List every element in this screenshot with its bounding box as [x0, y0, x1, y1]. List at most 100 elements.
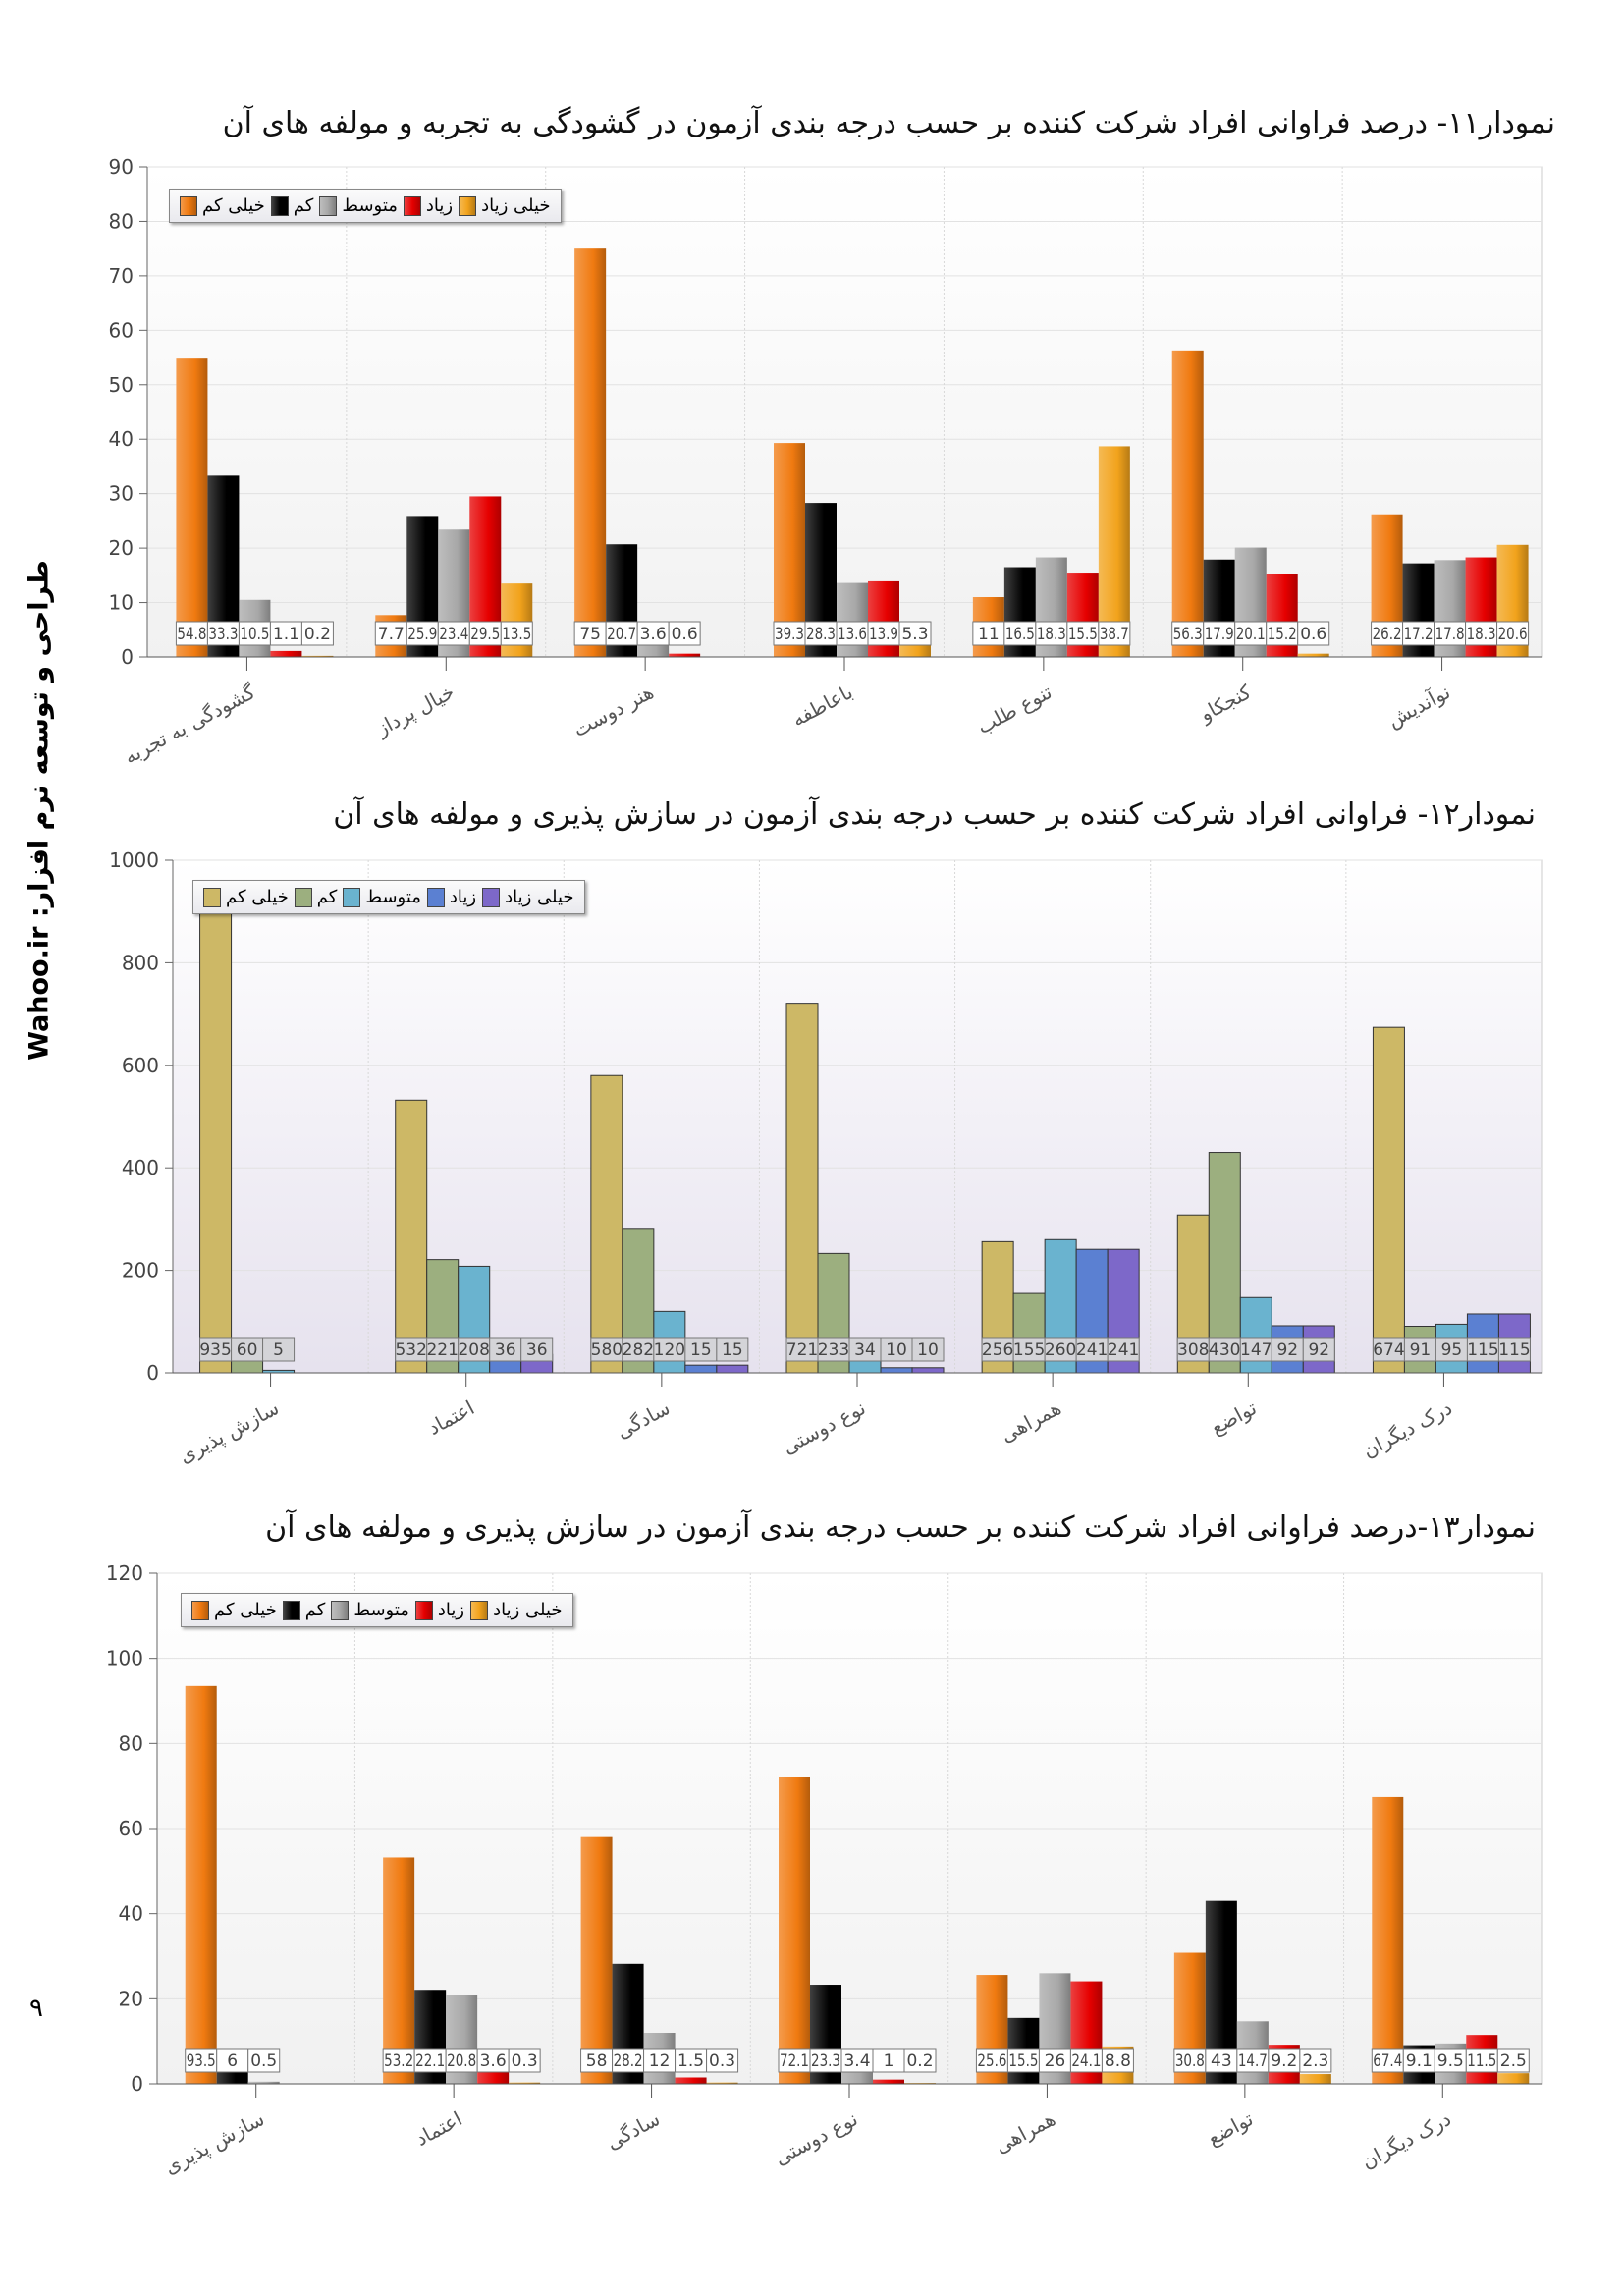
legend-swatch	[459, 195, 477, 216]
bar	[1497, 2073, 1530, 2084]
legend-label: کم	[293, 195, 314, 216]
data-label: 308	[1177, 1340, 1209, 1360]
data-label-box	[1101, 2048, 1134, 2073]
bar	[270, 650, 302, 657]
y-tick-label: 70	[109, 264, 134, 288]
chart-12-legend: خیلی کم کم متوسط زیاد خیلی زیاد	[192, 880, 585, 914]
data-label-box	[1107, 1337, 1140, 1362]
data-label: 60	[237, 1340, 258, 1360]
legend-swatch	[343, 887, 361, 907]
data-label: 3.4	[843, 2051, 870, 2071]
data-label: 9.5	[1437, 2051, 1464, 2071]
data-label: 9.1	[1406, 2051, 1433, 2071]
legend-item: خیلی کم	[191, 1600, 277, 1620]
data-label-box	[1044, 1337, 1077, 1362]
bar	[247, 2081, 280, 2084]
bar	[779, 1777, 810, 2084]
data-label-box	[1205, 2048, 1238, 2073]
legend-label: متوسط	[342, 195, 398, 216]
legend-label: متوسط	[353, 1600, 409, 1620]
data-label: 43	[1211, 2051, 1232, 2071]
data-label-box	[175, 621, 208, 646]
legend-swatch	[203, 887, 221, 907]
y-tick-label: 800	[122, 951, 159, 974]
data-label: 115	[1498, 1340, 1530, 1360]
data-label: 721	[786, 1340, 818, 1360]
y-tick-label: 60	[119, 1817, 143, 1840]
y-tick-label: 120	[106, 1561, 143, 1585]
data-label-box	[653, 1337, 686, 1362]
data-label: 15	[690, 1340, 712, 1360]
data-label: 241	[1108, 1340, 1139, 1360]
data-label: 91	[1410, 1340, 1432, 1360]
data-label: 33.3	[208, 625, 238, 644]
data-label: 36	[495, 1340, 516, 1360]
data-label-box	[445, 2048, 478, 2073]
data-label: 17.8	[1435, 625, 1465, 644]
y-tick-label: 600	[122, 1054, 159, 1077]
data-label: 10	[917, 1340, 939, 1360]
y-tick-label: 200	[122, 1259, 159, 1283]
y-tick-label: 400	[122, 1156, 159, 1179]
data-label: 0.6	[672, 625, 698, 644]
data-label-box	[573, 621, 607, 646]
legend-label: خیلی زیاد	[505, 887, 574, 907]
legend-label: زیاد	[437, 1600, 465, 1620]
y-tick-label: 90	[109, 155, 134, 179]
data-label: 580	[591, 1340, 623, 1360]
y-tick-label: 100	[106, 1647, 143, 1670]
data-label: 34	[854, 1340, 876, 1360]
legend-label: متوسط	[365, 887, 421, 907]
data-label-box	[1239, 1337, 1272, 1362]
data-label: 15.2	[1268, 625, 1297, 644]
data-label-box	[1435, 1337, 1468, 1362]
y-tick-label: 30	[109, 482, 134, 506]
legend-item: زیاد	[403, 195, 454, 216]
data-label-box	[668, 621, 701, 646]
data-label: 1	[884, 2051, 894, 2071]
legend-item: خیلی زیاد	[459, 195, 551, 216]
data-label: 20.6	[1498, 625, 1528, 644]
data-label-box	[300, 621, 334, 646]
data-label: 92	[1308, 1340, 1329, 1360]
data-label-box	[804, 621, 838, 646]
bar	[1372, 1796, 1404, 2084]
data-label-box	[1203, 621, 1236, 646]
data-label: 233	[818, 1340, 849, 1360]
data-label: 17.2	[1404, 625, 1434, 644]
legend-label: زیاد	[425, 195, 454, 216]
legend-swatch	[331, 1600, 350, 1620]
data-label: 10.5	[240, 625, 269, 644]
data-label-box	[622, 1337, 655, 1362]
data-label: 0.5	[250, 2051, 277, 2071]
legend-label: زیاد	[449, 887, 477, 907]
data-label: 13.9	[869, 625, 898, 644]
bar	[675, 2077, 707, 2084]
data-label: 8.8	[1105, 2051, 1131, 2071]
data-label-box	[612, 2048, 645, 2073]
data-label: 11	[978, 625, 1000, 644]
data-label-box	[262, 1337, 296, 1362]
data-label: 36	[526, 1340, 548, 1360]
page-number: ۹	[29, 1994, 43, 2023]
x-tick-label: اعتماد	[411, 2106, 465, 2151]
bar	[301, 655, 334, 657]
y-tick-label: 0	[146, 1361, 159, 1385]
data-label: 58	[586, 2051, 608, 2071]
data-label: 67.4	[1373, 2051, 1402, 2071]
bar	[509, 2082, 541, 2084]
data-label-box	[880, 1337, 913, 1362]
data-label-box	[426, 1337, 460, 1362]
bar	[841, 2069, 873, 2084]
data-label: 20.1	[1236, 625, 1266, 644]
data-label: 0.3	[512, 2051, 538, 2071]
data-label-box	[382, 2048, 415, 2073]
chart-13-legend: خیلی کم کم متوسط زیاد خیلی زیاد	[181, 1593, 573, 1627]
legend-item: کم	[282, 1600, 325, 1620]
bar	[1299, 2074, 1331, 2084]
data-label: 282	[623, 1340, 654, 1360]
data-label: 10	[886, 1340, 907, 1360]
data-label-box	[605, 621, 638, 646]
data-label-box	[247, 2048, 281, 2073]
data-label-box	[1466, 1337, 1499, 1362]
